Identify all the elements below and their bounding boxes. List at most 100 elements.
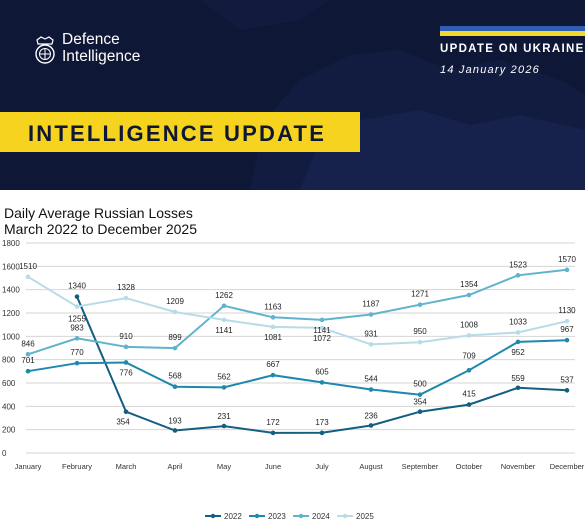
x-tick-label: March bbox=[116, 462, 137, 471]
org-name: Defence Intelligence bbox=[62, 31, 140, 65]
data-label-2024: 1141 bbox=[313, 326, 331, 335]
legend-marker-2022 bbox=[210, 513, 216, 519]
data-label-2023: 562 bbox=[217, 372, 231, 381]
data-label-2025: 1072 bbox=[313, 334, 331, 343]
data-point-2024 bbox=[172, 345, 178, 351]
series-line-2022 bbox=[76, 296, 568, 434]
data-point-2023 bbox=[270, 372, 276, 378]
y-tick-label: 400 bbox=[2, 402, 16, 411]
data-label-2022: 559 bbox=[511, 374, 525, 383]
y-tick-label: 1800 bbox=[2, 239, 20, 248]
data-point-2024 bbox=[25, 352, 31, 357]
x-tick-label: October bbox=[456, 462, 483, 471]
series-line-2025 bbox=[27, 275, 568, 346]
data-point-2025 bbox=[172, 309, 178, 315]
data-point-2024 bbox=[319, 317, 325, 323]
data-point-2025 bbox=[368, 342, 374, 347]
y-tick-label: 0 bbox=[2, 449, 7, 458]
y-tick-label: 1600 bbox=[2, 262, 20, 271]
y-tick-label: 1200 bbox=[2, 309, 20, 318]
map-background-pattern bbox=[200, 0, 585, 190]
chart-title-line1: Daily Average Russian Losses bbox=[4, 205, 193, 221]
header-banner: Defence Intelligence UPDATE ON UKRAINE 1… bbox=[0, 0, 585, 190]
data-label-2025: 931 bbox=[364, 329, 378, 338]
data-label-2024: 1262 bbox=[215, 291, 233, 300]
data-label-2022: 354 bbox=[413, 398, 427, 407]
x-tick-label: May bbox=[217, 462, 231, 471]
y-tick-label: 600 bbox=[2, 379, 16, 388]
data-point-2022 bbox=[319, 430, 325, 436]
data-label-2024: 1523 bbox=[509, 260, 527, 269]
data-label-2024: 899 bbox=[168, 333, 182, 342]
data-point-2024 bbox=[466, 292, 472, 298]
data-label-2024: 910 bbox=[119, 332, 133, 341]
data-label-2024: 1163 bbox=[264, 302, 282, 311]
x-tick-label: January bbox=[15, 462, 42, 471]
data-point-2025 bbox=[74, 304, 80, 309]
legend-entry-2023: 2023 bbox=[268, 512, 286, 521]
data-label-2023: 500 bbox=[413, 380, 427, 389]
legend-entry-2024: 2024 bbox=[312, 512, 330, 521]
y-tick-label: 1000 bbox=[2, 332, 20, 341]
data-point-2025 bbox=[270, 324, 276, 330]
data-point-2025 bbox=[319, 325, 325, 331]
data-point-2022 bbox=[123, 409, 129, 414]
data-point-2022 bbox=[172, 428, 178, 433]
data-label-2025: 1328 bbox=[117, 283, 135, 292]
data-label-2022: 173 bbox=[315, 418, 329, 427]
data-point-2025 bbox=[25, 274, 31, 280]
ukraine-flag-stripe bbox=[440, 26, 585, 36]
data-point-2025 bbox=[466, 333, 472, 338]
data-point-2023 bbox=[221, 385, 227, 390]
data-label-2025: 1033 bbox=[509, 317, 527, 326]
data-label-2025: 1510 bbox=[19, 262, 37, 271]
x-tick-label: November bbox=[501, 462, 536, 471]
line-chart: 0 200 400 600 800 1000 1200 1400 1600 1800 January… bbox=[2, 239, 585, 521]
data-label-2022: 236 bbox=[364, 411, 378, 420]
data-point-2025 bbox=[221, 317, 227, 323]
data-label-2024: 983 bbox=[70, 323, 84, 332]
series-line-2024 bbox=[27, 268, 568, 356]
y-tick-label: 200 bbox=[2, 426, 16, 435]
data-point-2025 bbox=[564, 318, 570, 324]
x-tick-label: September bbox=[402, 462, 439, 471]
data-point-2022 bbox=[417, 409, 423, 414]
org-name-line2: Intelligence bbox=[62, 48, 141, 65]
data-label-2022: 172 bbox=[266, 418, 280, 427]
x-tick-label: August bbox=[359, 462, 383, 471]
data-label-2022: 193 bbox=[168, 416, 182, 425]
data-label-2025: 1141 bbox=[215, 326, 233, 335]
defence-crest-icon bbox=[35, 36, 55, 64]
data-label-2022: 354 bbox=[116, 418, 130, 427]
data-point-2023 bbox=[417, 392, 423, 397]
data-label-2025: 1008 bbox=[460, 320, 478, 329]
x-tick-label: July bbox=[315, 462, 329, 471]
legend-entry-2025: 2025 bbox=[356, 512, 374, 521]
data-label-2022: 415 bbox=[462, 390, 476, 399]
update-title: UPDATE ON UKRAINE bbox=[440, 43, 585, 55]
data-label-2023: 568 bbox=[168, 372, 182, 381]
data-label-2024: 1187 bbox=[362, 300, 380, 309]
x-tick-label: December bbox=[550, 462, 585, 471]
data-point-2025 bbox=[417, 339, 423, 345]
data-point-2024 bbox=[123, 344, 129, 350]
data-point-2022 bbox=[515, 385, 521, 391]
data-label-2025: 950 bbox=[413, 327, 427, 336]
data-point-2023 bbox=[319, 380, 325, 385]
data-point-2023 bbox=[564, 337, 570, 343]
data-label-2024: 1271 bbox=[411, 290, 429, 299]
data-label-2023: 667 bbox=[266, 360, 280, 369]
data-label-2023: 709 bbox=[462, 351, 476, 360]
data-label-2023: 967 bbox=[560, 325, 574, 334]
data-point-2024 bbox=[270, 315, 276, 320]
data-point-2022 bbox=[74, 294, 80, 299]
data-point-2025 bbox=[515, 330, 521, 335]
data-label-2025: 1255 bbox=[68, 315, 86, 324]
y-tick-label: 800 bbox=[2, 356, 16, 365]
data-label-2024: 1354 bbox=[460, 280, 478, 289]
data-point-2022 bbox=[221, 423, 227, 429]
org-name-line1: Defence bbox=[62, 31, 120, 48]
x-tick-label: February bbox=[62, 462, 92, 471]
data-label-2025: 1209 bbox=[166, 297, 184, 306]
